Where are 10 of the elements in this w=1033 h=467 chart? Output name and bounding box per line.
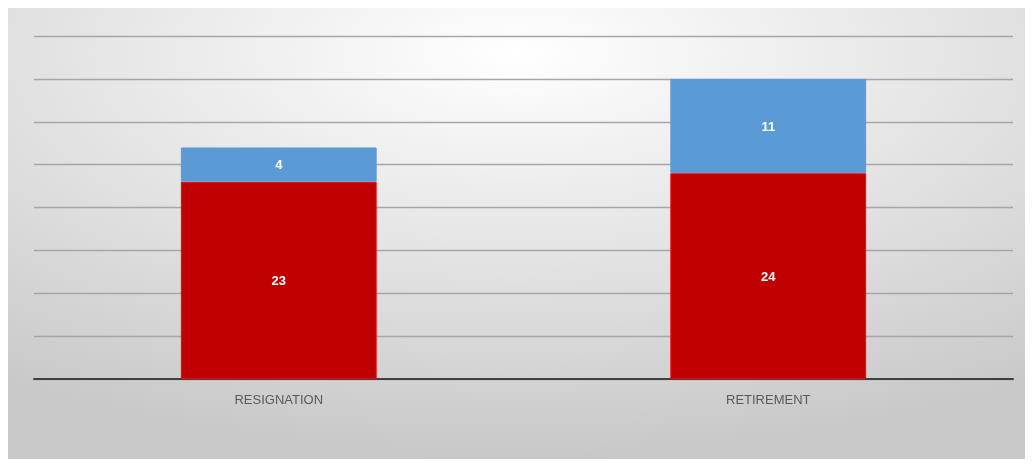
bar xyxy=(180,147,377,182)
x-tick-label: RESIGNATION xyxy=(234,392,324,407)
bar xyxy=(670,78,867,174)
data-label: 4 xyxy=(275,157,284,173)
bar xyxy=(180,181,377,379)
data-label: 24 xyxy=(761,268,777,284)
data-label: 11 xyxy=(761,118,776,134)
data-label: 23 xyxy=(271,272,286,288)
x-tick-label: RETIREMENT xyxy=(726,392,811,407)
bar xyxy=(670,173,867,379)
